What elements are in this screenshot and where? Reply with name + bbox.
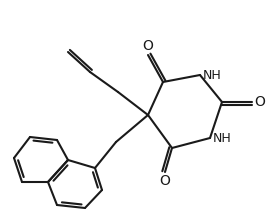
Text: NH: NH — [203, 69, 222, 81]
Text: NH: NH — [213, 131, 232, 145]
Text: O: O — [143, 39, 153, 53]
Text: O: O — [254, 95, 265, 109]
Text: O: O — [160, 174, 171, 188]
